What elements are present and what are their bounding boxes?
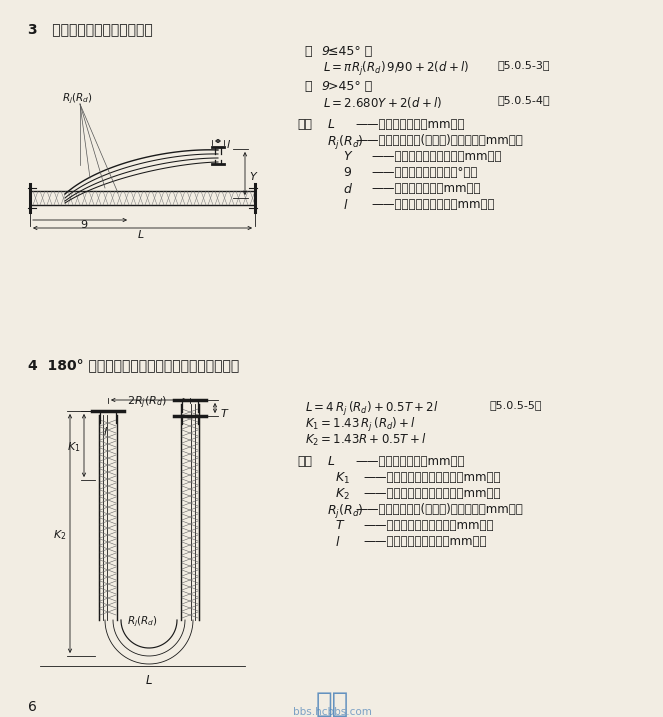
Text: $K_2$: $K_2$ <box>53 528 66 542</box>
Text: ——金属软管外径（mm）；: ——金属软管外径（mm）； <box>371 182 481 195</box>
Text: $K_1$: $K_1$ <box>335 471 350 486</box>
Text: $T$: $T$ <box>335 519 345 532</box>
Text: （5.0.5-3）: （5.0.5-3） <box>497 60 550 70</box>
Text: $L$: $L$ <box>327 118 335 131</box>
Text: ——金属软管弯曲角度（°）；: ——金属软管弯曲角度（°）； <box>371 166 477 179</box>
Text: ——管端至弯曲处最小距离（mm）；: ——管端至弯曲处最小距离（mm）； <box>363 471 501 484</box>
Text: $l$: $l$ <box>335 535 340 549</box>
Text: ——金属软管长度（mm）；: ——金属软管长度（mm）； <box>355 118 465 131</box>
Text: （5.0.5-5）: （5.0.5-5） <box>490 400 542 410</box>
Text: 式中: 式中 <box>297 455 312 468</box>
Text: $R_j(R_d)$: $R_j(R_d)$ <box>327 134 364 152</box>
Text: ——金属软管长度（mm）；: ——金属软管长度（mm）； <box>355 455 465 468</box>
Text: ——金属软管接头长度（mm）。: ——金属软管接头长度（mm）。 <box>363 535 487 548</box>
Text: $K_1$: $K_1$ <box>67 440 80 454</box>
Text: 当: 当 <box>305 45 316 58</box>
Text: 6: 6 <box>28 700 37 714</box>
Text: ——金属软管径向位移量（mm）；: ——金属软管径向位移量（mm）； <box>371 150 501 163</box>
Text: 当: 当 <box>305 80 316 93</box>
Text: $L=2.680Y+2(d+l)$: $L=2.680Y+2(d+l)$ <box>323 95 442 110</box>
Text: $L$: $L$ <box>145 674 153 687</box>
Text: ——金属软管接头长度（mm）。: ——金属软管接头长度（mm）。 <box>371 198 495 211</box>
Text: $L=\pi R_j(R_d)\,9/90+2(d+l)$: $L=\pi R_j(R_d)\,9/90+2(d+l)$ <box>323 60 469 78</box>
Text: $K_2=1.43R+0.5T+l$: $K_2=1.43R+0.5T+l$ <box>305 432 426 448</box>
Text: $L=4\,R_j\,(R_d)+0.5T+2l$: $L=4\,R_j\,(R_d)+0.5T+2l$ <box>305 400 438 418</box>
Text: $9$: $9$ <box>80 218 88 230</box>
Text: ——金属软管静态(或动态)弯曲半径（mm）；: ——金属软管静态(或动态)弯曲半径（mm）； <box>355 134 522 147</box>
Text: $R_j(R_d)$: $R_j(R_d)$ <box>62 92 93 106</box>
Text: $L$: $L$ <box>137 228 145 240</box>
Text: $L$: $L$ <box>327 455 335 468</box>
Text: 海川: 海川 <box>316 690 349 717</box>
Text: $K_2$: $K_2$ <box>335 487 350 502</box>
Text: 式中: 式中 <box>297 118 312 131</box>
Text: $l$: $l$ <box>343 198 348 212</box>
Text: $Y$: $Y$ <box>249 170 259 182</box>
Text: ——金属软管静态(或动态)弯曲半径（mm）；: ——金属软管静态(或动态)弯曲半径（mm）； <box>355 503 522 516</box>
Text: $Y$: $Y$ <box>343 150 353 163</box>
Text: $K_1=1.43\,R_j\,(R_d)+l$: $K_1=1.43\,R_j\,(R_d)+l$ <box>305 416 416 434</box>
Text: $l$: $l$ <box>226 138 231 150</box>
Text: 4  180° 弯曲轴向移动时金属软管长度及安装尺寸: 4 180° 弯曲轴向移动时金属软管长度及安装尺寸 <box>28 358 239 372</box>
Text: 9: 9 <box>321 45 329 58</box>
Text: $T$: $T$ <box>220 407 229 419</box>
Text: $l$: $l$ <box>103 425 108 437</box>
Text: $d$: $d$ <box>343 182 353 196</box>
Text: 9: 9 <box>321 80 329 93</box>
Text: 3   径向位移用的金属软管长度: 3 径向位移用的金属软管长度 <box>28 22 152 36</box>
Text: $9$: $9$ <box>343 166 352 179</box>
Text: （5.0.5-4）: （5.0.5-4） <box>497 95 550 105</box>
Text: bbs.hcbbs.com: bbs.hcbbs.com <box>292 707 371 717</box>
Text: ≤45° 时: ≤45° 时 <box>328 45 372 58</box>
Text: ——管端至弯曲处最大距离（mm）；: ——管端至弯曲处最大距离（mm）； <box>363 487 501 500</box>
Text: $R_j(R_d)$: $R_j(R_d)$ <box>327 503 364 521</box>
Text: ——金属软管轴向位移量（mm）；: ——金属软管轴向位移量（mm）； <box>363 519 493 532</box>
Text: $R_j(R_d)$: $R_j(R_d)$ <box>127 615 158 630</box>
Text: $2R_j(R_d)$: $2R_j(R_d)$ <box>127 395 167 412</box>
Text: >45° 时: >45° 时 <box>328 80 372 93</box>
